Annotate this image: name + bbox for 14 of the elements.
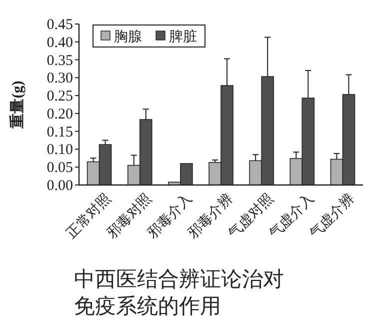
y-tick-label: 0.00 xyxy=(46,178,73,194)
y-tick-label: 0.40 xyxy=(46,34,73,51)
y-tick-label: 0.20 xyxy=(46,106,73,122)
y-tick-label: 0.05 xyxy=(46,160,73,176)
y-tick-label: 0.15 xyxy=(46,124,73,140)
text: 中西医结合辨证论治对免疫系统的作用 xyxy=(74,266,285,320)
y-tick-label: 0.35 xyxy=(46,52,73,69)
y-axis-title: 重量(g) xyxy=(9,80,26,130)
legend-label: 脾脏 xyxy=(169,29,197,45)
y-tick-label: 0.30 xyxy=(46,70,73,87)
y-tick-label: 0.10 xyxy=(46,142,73,158)
y-tick-label: 0.25 xyxy=(46,88,73,105)
y-tick-label: 0.45 xyxy=(46,17,73,33)
legend-label: 胸腺 xyxy=(114,29,142,45)
